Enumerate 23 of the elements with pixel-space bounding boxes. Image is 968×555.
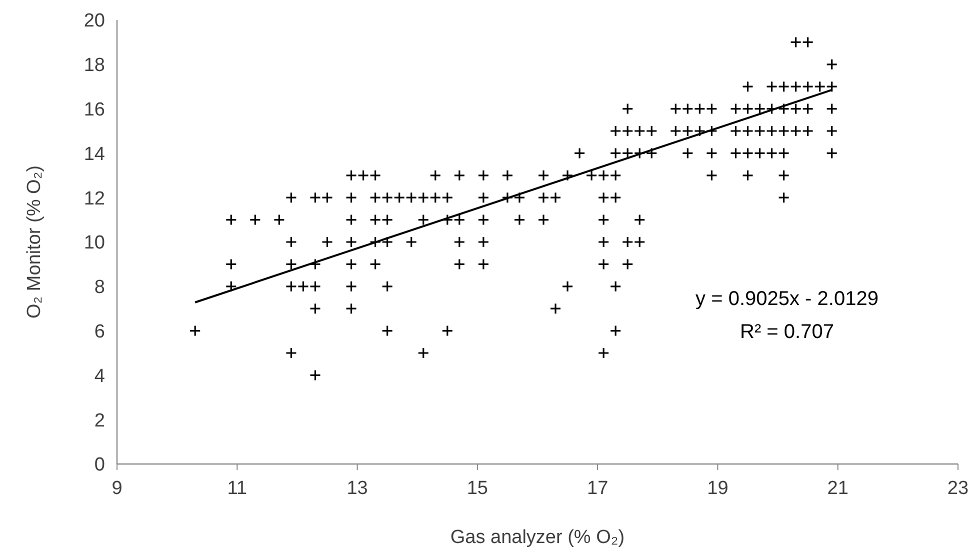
y-tick-label: 6 xyxy=(94,321,105,342)
y-tick-label: 12 xyxy=(84,188,105,210)
y-tick-label: 2 xyxy=(94,410,105,432)
y-tick-label: 0 xyxy=(94,454,105,476)
x-tick-label: 13 xyxy=(346,478,368,499)
y-tick-label: 20 xyxy=(84,10,105,32)
y-tick-label: 18 xyxy=(84,55,105,76)
y-tick-label: 8 xyxy=(94,277,105,298)
x-tick-label: 15 xyxy=(466,478,488,499)
annotation: y = 0.9025x - 2.0129 xyxy=(696,288,878,310)
x-tick-label: 9 xyxy=(112,478,122,499)
x-tick-label: 19 xyxy=(707,478,728,499)
x-axis-title: Gas analyzer (% O₂) xyxy=(450,527,625,548)
y-tick-label: 10 xyxy=(84,232,105,254)
y-axis-title: O₂ Monitor (% O₂) xyxy=(24,165,45,319)
y-tick-label: 4 xyxy=(94,366,106,387)
x-tick-label: 17 xyxy=(587,478,608,499)
x-tick-label: 11 xyxy=(227,478,248,499)
x-tick-label: 21 xyxy=(827,478,848,499)
annotation: R² = 0.707 xyxy=(740,321,834,343)
y-tick-label: 14 xyxy=(84,144,106,165)
x-tick-label: 23 xyxy=(947,478,968,499)
y-tick-label: 16 xyxy=(84,99,105,120)
